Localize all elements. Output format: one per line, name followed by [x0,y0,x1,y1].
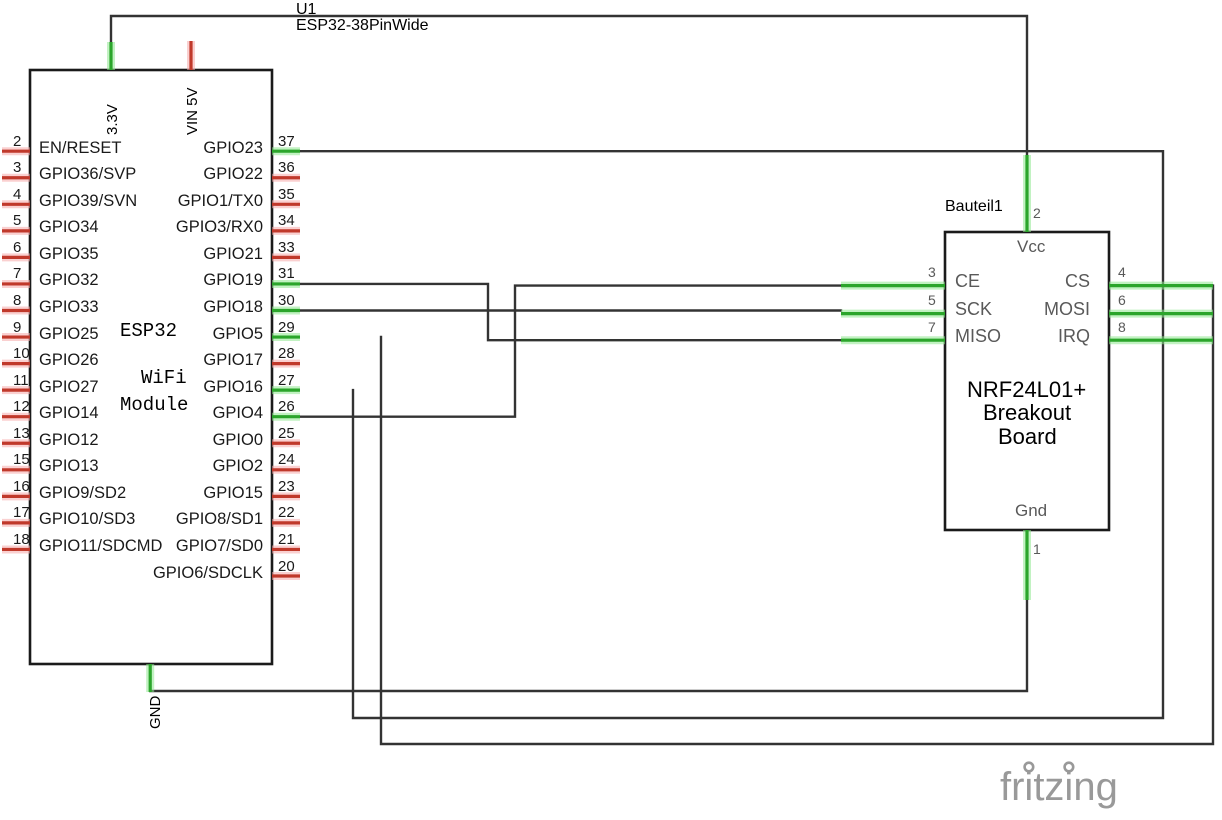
svg-text:fritzing: fritzing [1000,765,1118,809]
